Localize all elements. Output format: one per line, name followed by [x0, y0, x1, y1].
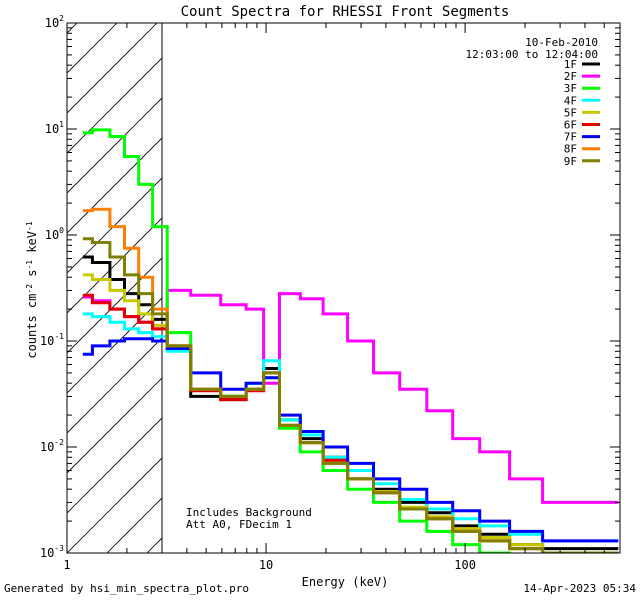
series-line-1F [82, 255, 619, 551]
y-tick-label: 102 [45, 14, 64, 30]
series-lines [82, 128, 619, 553]
timestamp-label: 14-Apr-2023 05:34 [523, 582, 636, 595]
y-tick-label: 100 [45, 226, 64, 242]
y-tick-label: 10-3 [40, 544, 64, 560]
hatch-line [67, 337, 162, 434]
legend-label: 5F [564, 106, 577, 119]
y-axis-ticks: 102 101 100 10-1 10-2 10-3 [40, 14, 620, 560]
hatch-line [67, 417, 162, 514]
series-line-5F [82, 273, 619, 553]
series-line-6F [82, 293, 619, 553]
x-tick-label: 100 [454, 558, 476, 572]
x-axis-ticks: 1 10 100 [63, 23, 621, 572]
hatched-region [67, 0, 640, 553]
legend-label: 7F [564, 131, 577, 144]
series-line-3F [82, 128, 512, 553]
series-line-7F [82, 337, 619, 543]
x-tick-label: 10 [259, 558, 273, 572]
hatch-lines [67, 0, 640, 553]
legend-label: 4F [564, 94, 577, 107]
annotation-attenuator: Att A0, FDecim 1 [186, 518, 292, 531]
hatch-line [67, 377, 162, 474]
date-label: 10-Feb-2010 [525, 36, 598, 49]
legend-label: 6F [564, 119, 577, 132]
y-tick-label: 101 [45, 120, 64, 136]
generated-by-label: Generated by hsi_min_spectra_plot.pro [4, 582, 250, 595]
hatch-line [67, 23, 78, 34]
hatch-line [67, 177, 162, 274]
legend-label: 1F [564, 58, 577, 71]
series-line-9F [82, 237, 619, 553]
series-line-4F [82, 312, 619, 543]
chart-title: Count Spectra for RHESSI Front Segments [181, 4, 510, 20]
annotation-background: Includes Background [186, 506, 312, 519]
hatch-line [67, 217, 162, 314]
hatch-line [67, 23, 158, 114]
time-range-label: 12:03:00 to 12:04:00 [466, 48, 598, 61]
legend-label: 9F [564, 155, 577, 168]
y-axis-label: counts cm-2 s-1 keV-1 [25, 221, 40, 358]
hatch-line [67, 23, 118, 74]
legend-label: 8F [564, 143, 577, 156]
hatch-line [67, 57, 162, 154]
x-tick-label: 1 [63, 558, 70, 572]
y-tick-label: 10-2 [40, 438, 64, 454]
plot-frame [66, 22, 621, 554]
legend-label: 2F [564, 70, 577, 83]
x-axis-label: Energy (keV) [302, 575, 389, 589]
hatch-line [227, 0, 640, 553]
y-tick-label: 10-1 [40, 332, 64, 348]
hatch-line [67, 137, 162, 234]
legend-label: 3F [564, 82, 577, 95]
hatch-line [67, 297, 162, 394]
series-line-8F [82, 207, 619, 553]
